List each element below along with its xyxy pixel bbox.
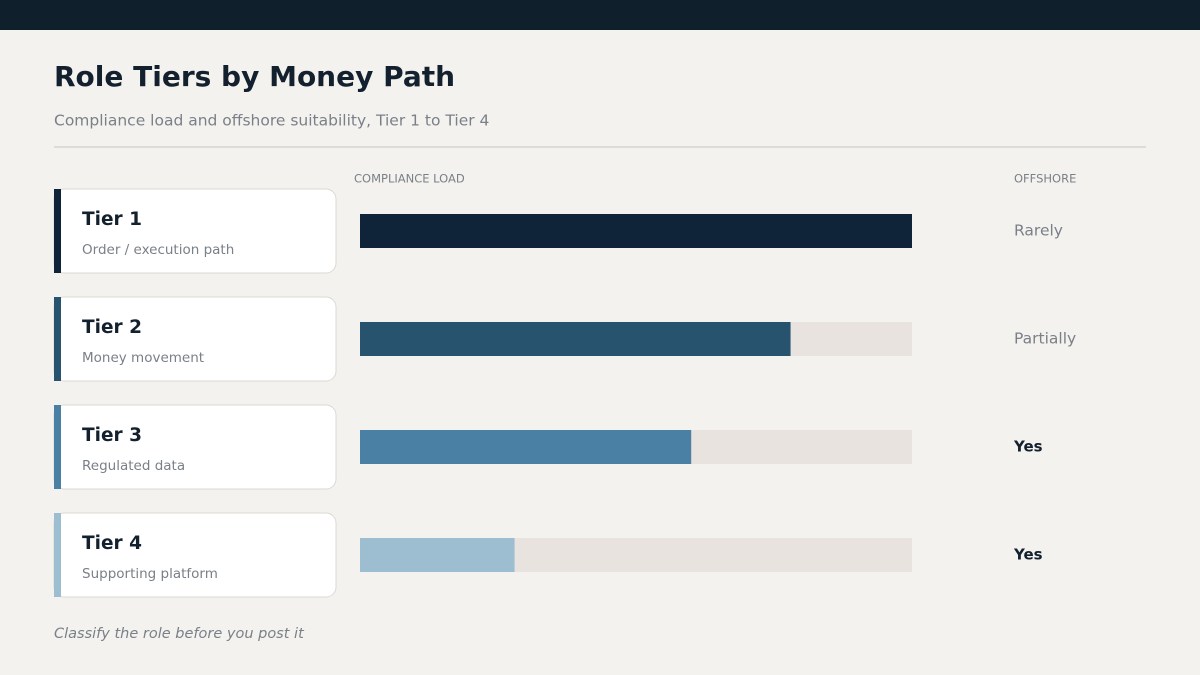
offshore-label: Partially xyxy=(1014,330,1076,348)
bar xyxy=(360,430,692,464)
offshore-label: Yes xyxy=(1013,438,1043,456)
card xyxy=(53,188,337,274)
tier-description: Order / execution path xyxy=(82,242,234,258)
bar xyxy=(360,322,791,356)
tier-label: Tier 4 xyxy=(82,533,142,554)
chart-subtitle: Compliance load and offshore suitability… xyxy=(54,112,489,130)
bar xyxy=(360,538,515,572)
tier-label: Tier 3 xyxy=(82,425,142,446)
card xyxy=(53,404,337,490)
tier-description: Supporting platform xyxy=(82,566,218,582)
bar xyxy=(360,214,912,248)
card-accent xyxy=(54,189,61,273)
card-accent xyxy=(54,297,61,381)
column-header: OFFSHORE xyxy=(1014,172,1076,186)
top-bar xyxy=(0,0,1200,30)
tier-label: Tier 1 xyxy=(82,209,142,230)
chart-title: Role Tiers by Money Path xyxy=(54,60,455,93)
card-accent xyxy=(54,513,61,597)
card xyxy=(53,296,337,382)
column-header: COMPLIANCE LOAD xyxy=(354,172,465,186)
tier-description: Money movement xyxy=(82,350,204,366)
offshore-label: Yes xyxy=(1013,546,1043,564)
tier-description: Regulated data xyxy=(82,458,185,474)
offshore-label: Rarely xyxy=(1014,222,1063,240)
card xyxy=(53,512,337,598)
footnote: Classify the role before you post it xyxy=(54,626,305,642)
tier-label: Tier 2 xyxy=(82,317,142,338)
card-accent xyxy=(54,405,61,489)
